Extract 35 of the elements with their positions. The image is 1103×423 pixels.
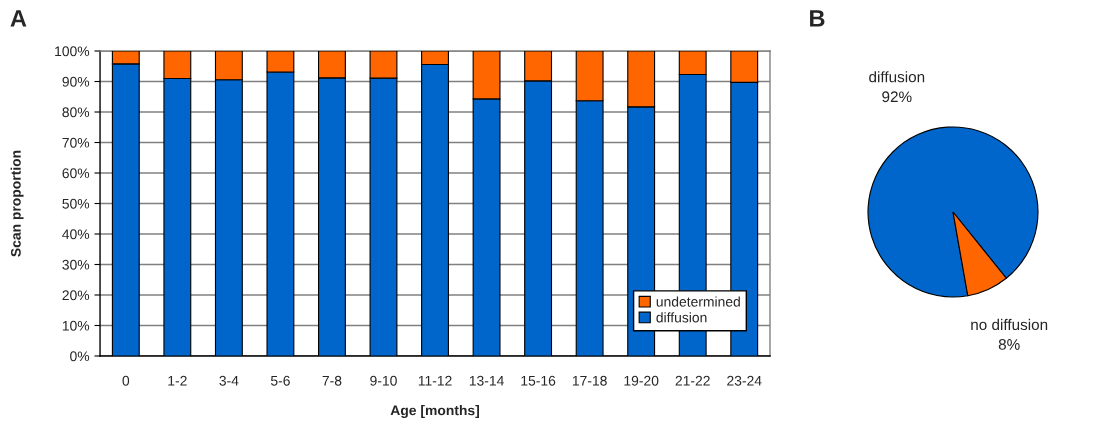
- chart-title: B: [810, 10, 825, 27]
- y-tick-label: 40%: [62, 229, 90, 240]
- y-tick-label: 0%: [70, 351, 90, 362]
- x-tick-label: 1-2: [168, 375, 187, 386]
- x-axis-title: Age [months]: [390, 405, 479, 419]
- y-tick-label: 10%: [62, 320, 90, 331]
- x-tick-label: 7-8: [322, 375, 342, 386]
- x-tick-label: 21-22: [675, 375, 710, 386]
- y-tick-label: 80%: [62, 107, 90, 118]
- legend-label: undetermined: [656, 296, 740, 307]
- x-tick-label: 23-24: [727, 375, 762, 386]
- y-tick-label: 60%: [62, 168, 90, 179]
- y-tick-label: 100%: [55, 46, 90, 57]
- slice-label: diffusion: [869, 71, 925, 83]
- x-tick-label: 13-14: [469, 375, 504, 386]
- x-tick-label: 9-10: [370, 375, 397, 386]
- x-tick-label: 19-20: [624, 375, 659, 386]
- data-label: 8%: [998, 339, 1020, 350]
- x-tick-label: 15-16: [521, 375, 556, 386]
- y-tick-label: 30%: [62, 259, 90, 270]
- x-tick-label: 0: [122, 375, 130, 386]
- y-axis-title: Scan proportion: [10, 150, 24, 257]
- data-label: 92%: [882, 91, 912, 103]
- x-tick-label: 3-4: [219, 375, 239, 386]
- y-tick-label: 20%: [62, 290, 90, 301]
- x-tick-label: 11-12: [418, 375, 452, 386]
- y-tick-label: 90%: [62, 76, 90, 87]
- y-tick-label: 70%: [62, 137, 90, 148]
- slice-label: no diffusion: [971, 318, 1048, 331]
- chart-title: A: [10, 10, 27, 27]
- pie-slice: [867, 126, 1039, 298]
- legend-label: diffusion: [656, 312, 707, 323]
- y-tick-label: 50%: [62, 198, 90, 209]
- x-tick-label: 17-18: [572, 375, 607, 386]
- x-tick-label: 5-6: [270, 375, 290, 386]
